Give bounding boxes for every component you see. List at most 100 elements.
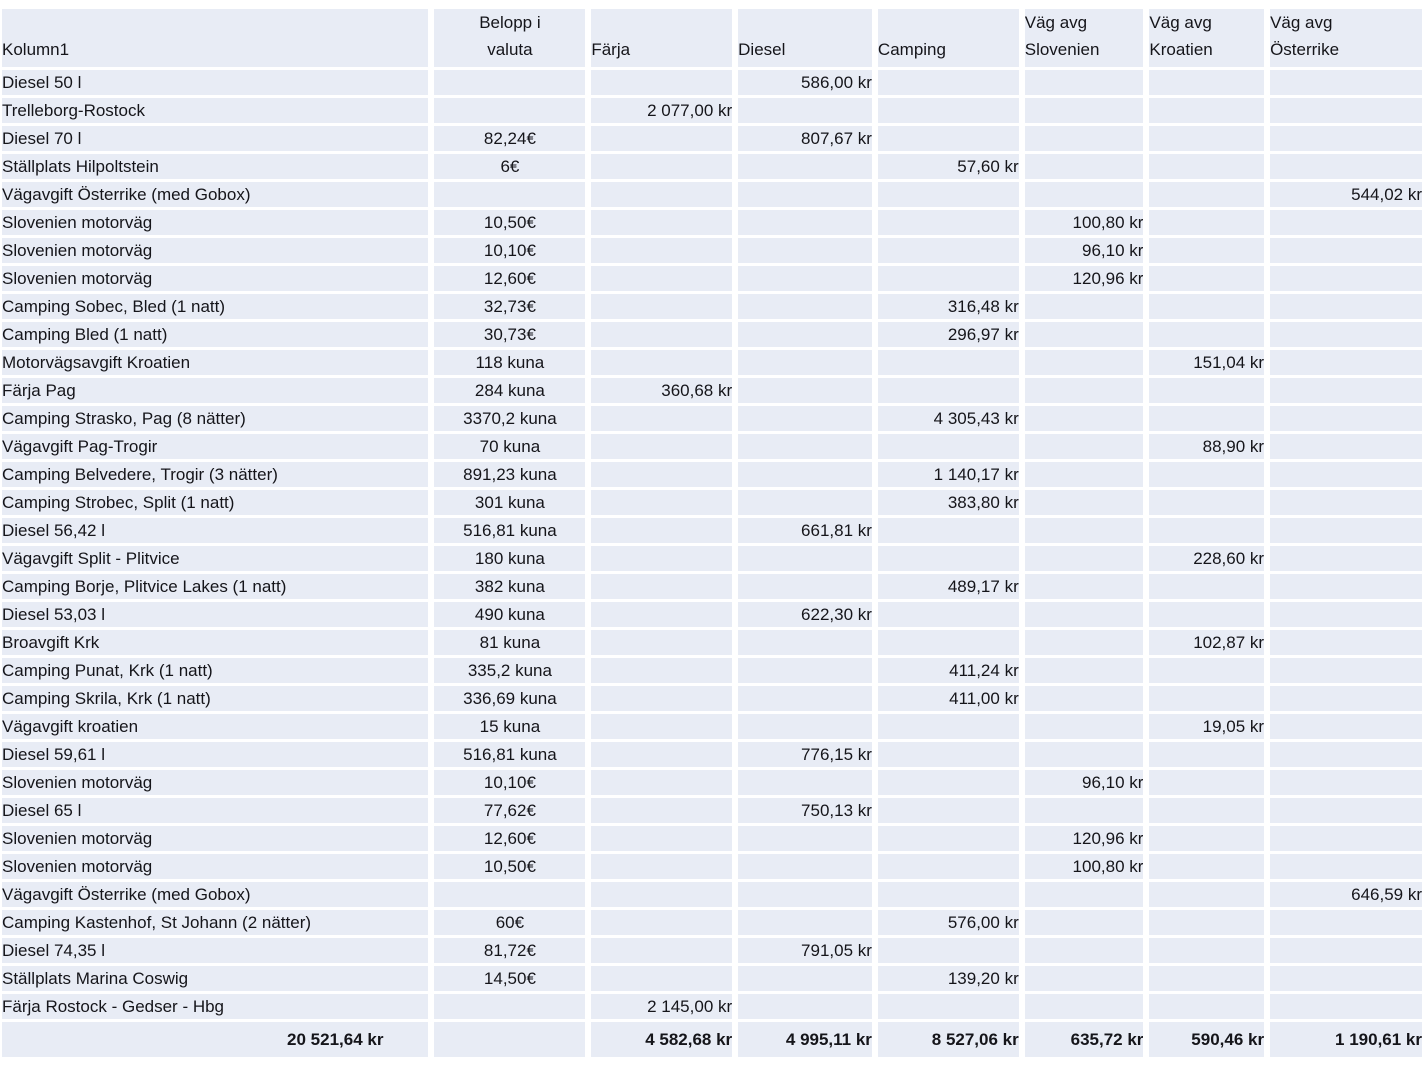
cell-camping[interactable] (877, 742, 1019, 767)
cell-name[interactable]: Camping Bled (1 natt) (2, 322, 429, 347)
cell-osterrike[interactable] (1270, 238, 1422, 263)
cell-camping[interactable] (877, 210, 1019, 235)
cell-slovenien[interactable] (1024, 182, 1144, 207)
cell-valuta[interactable]: 516,81 kuna (434, 742, 586, 767)
cell-slovenien[interactable] (1024, 490, 1144, 515)
cell-camping[interactable] (877, 126, 1019, 151)
cell-osterrike[interactable] (1270, 546, 1422, 571)
column-header-valuta[interactable]: Belopp i valuta (434, 9, 586, 67)
cell-diesel[interactable] (738, 546, 872, 571)
column-header-name[interactable]: Kolumn1 (2, 9, 429, 67)
cell-diesel[interactable] (738, 630, 872, 655)
cell-kroatien[interactable] (1149, 518, 1265, 543)
cell-camping[interactable] (877, 70, 1019, 95)
cell-diesel[interactable] (738, 210, 872, 235)
cell-camping[interactable] (877, 882, 1019, 907)
cell-camping[interactable]: 576,00 kr (877, 910, 1019, 935)
cell-farja[interactable] (591, 322, 733, 347)
cell-farja[interactable] (591, 770, 733, 795)
cell-camping[interactable] (877, 798, 1019, 823)
cell-diesel[interactable] (738, 154, 872, 179)
cell-kroatien[interactable] (1149, 210, 1265, 235)
cell-kroatien[interactable] (1149, 798, 1265, 823)
cell-osterrike[interactable] (1270, 210, 1422, 235)
cell-kroatien[interactable] (1149, 378, 1265, 403)
cell-valuta[interactable] (434, 182, 586, 207)
cell-farja[interactable] (591, 294, 733, 319)
cell-farja[interactable] (591, 826, 733, 851)
cell-farja[interactable] (591, 882, 733, 907)
cell-name[interactable]: Trelleborg-Rostock (2, 98, 429, 123)
cell-farja[interactable]: 360,68 kr (591, 378, 733, 403)
cell-valuta[interactable]: 10,50€ (434, 854, 586, 879)
cell-camping[interactable]: 489,17 kr (877, 574, 1019, 599)
cell-diesel[interactable]: 622,30 kr (738, 602, 872, 627)
cell-kroatien[interactable] (1149, 826, 1265, 851)
total-cell-diesel[interactable]: 4 995,11 kr (738, 1022, 872, 1057)
cell-slovenien[interactable] (1024, 434, 1144, 459)
cell-osterrike[interactable] (1270, 994, 1422, 1019)
cell-diesel[interactable] (738, 574, 872, 599)
cell-kroatien[interactable] (1149, 238, 1265, 263)
cell-slovenien[interactable] (1024, 630, 1144, 655)
cell-slovenien[interactable] (1024, 994, 1144, 1019)
cell-farja[interactable] (591, 798, 733, 823)
cell-kroatien[interactable]: 19,05 kr (1149, 714, 1265, 739)
cell-kroatien[interactable] (1149, 882, 1265, 907)
cell-diesel[interactable] (738, 182, 872, 207)
cell-diesel[interactable] (738, 406, 872, 431)
cell-kroatien[interactable] (1149, 154, 1265, 179)
cell-farja[interactable] (591, 406, 733, 431)
cell-valuta[interactable]: 77,62€ (434, 798, 586, 823)
cell-valuta[interactable]: 15 kuna (434, 714, 586, 739)
cell-slovenien[interactable]: 100,80 kr (1024, 210, 1144, 235)
cell-camping[interactable]: 411,00 kr (877, 686, 1019, 711)
cell-kroatien[interactable] (1149, 322, 1265, 347)
cell-valuta[interactable] (434, 882, 586, 907)
cell-valuta[interactable]: 516,81 kuna (434, 518, 586, 543)
cell-osterrike[interactable] (1270, 406, 1422, 431)
total-cell-name[interactable]: 20 521,64 kr (2, 1022, 429, 1057)
cell-kroatien[interactable] (1149, 910, 1265, 935)
cell-slovenien[interactable] (1024, 462, 1144, 487)
cell-valuta[interactable] (434, 98, 586, 123)
cell-slovenien[interactable] (1024, 686, 1144, 711)
cell-camping[interactable]: 383,80 kr (877, 490, 1019, 515)
cell-osterrike[interactable] (1270, 378, 1422, 403)
cell-farja[interactable] (591, 266, 733, 291)
cell-osterrike[interactable] (1270, 686, 1422, 711)
cell-camping[interactable] (877, 602, 1019, 627)
cell-diesel[interactable] (738, 462, 872, 487)
cell-kroatien[interactable] (1149, 574, 1265, 599)
cell-camping[interactable]: 1 140,17 kr (877, 462, 1019, 487)
cell-kroatien[interactable] (1149, 266, 1265, 291)
cell-farja[interactable] (591, 182, 733, 207)
cell-diesel[interactable] (738, 350, 872, 375)
cell-name[interactable]: Camping Punat, Krk (1 natt) (2, 658, 429, 683)
column-header-farja[interactable]: Färja (591, 9, 733, 67)
cell-valuta[interactable]: 81,72€ (434, 938, 586, 963)
cell-name[interactable]: Vägavgift Split - Plitvice (2, 546, 429, 571)
column-header-slovenien[interactable]: Väg avg Slovenien (1024, 9, 1144, 67)
cell-camping[interactable] (877, 770, 1019, 795)
cell-camping[interactable] (877, 266, 1019, 291)
cell-osterrike[interactable] (1270, 602, 1422, 627)
cell-diesel[interactable]: 791,05 kr (738, 938, 872, 963)
cell-farja[interactable] (591, 462, 733, 487)
cell-camping[interactable]: 296,97 kr (877, 322, 1019, 347)
cell-camping[interactable]: 4 305,43 kr (877, 406, 1019, 431)
cell-farja[interactable] (591, 210, 733, 235)
cell-slovenien[interactable] (1024, 322, 1144, 347)
cell-name[interactable]: Färja Rostock - Gedser - Hbg (2, 994, 429, 1019)
cell-slovenien[interactable] (1024, 98, 1144, 123)
cell-slovenien[interactable] (1024, 574, 1144, 599)
cell-diesel[interactable] (738, 294, 872, 319)
cell-name[interactable]: Färja Pag (2, 378, 429, 403)
cell-farja[interactable] (591, 714, 733, 739)
cell-kroatien[interactable] (1149, 462, 1265, 487)
cell-diesel[interactable] (738, 882, 872, 907)
cell-camping[interactable] (877, 994, 1019, 1019)
cell-farja[interactable]: 2 145,00 kr (591, 994, 733, 1019)
cell-kroatien[interactable] (1149, 406, 1265, 431)
cell-name[interactable]: Vägavgift Pag-Trogir (2, 434, 429, 459)
